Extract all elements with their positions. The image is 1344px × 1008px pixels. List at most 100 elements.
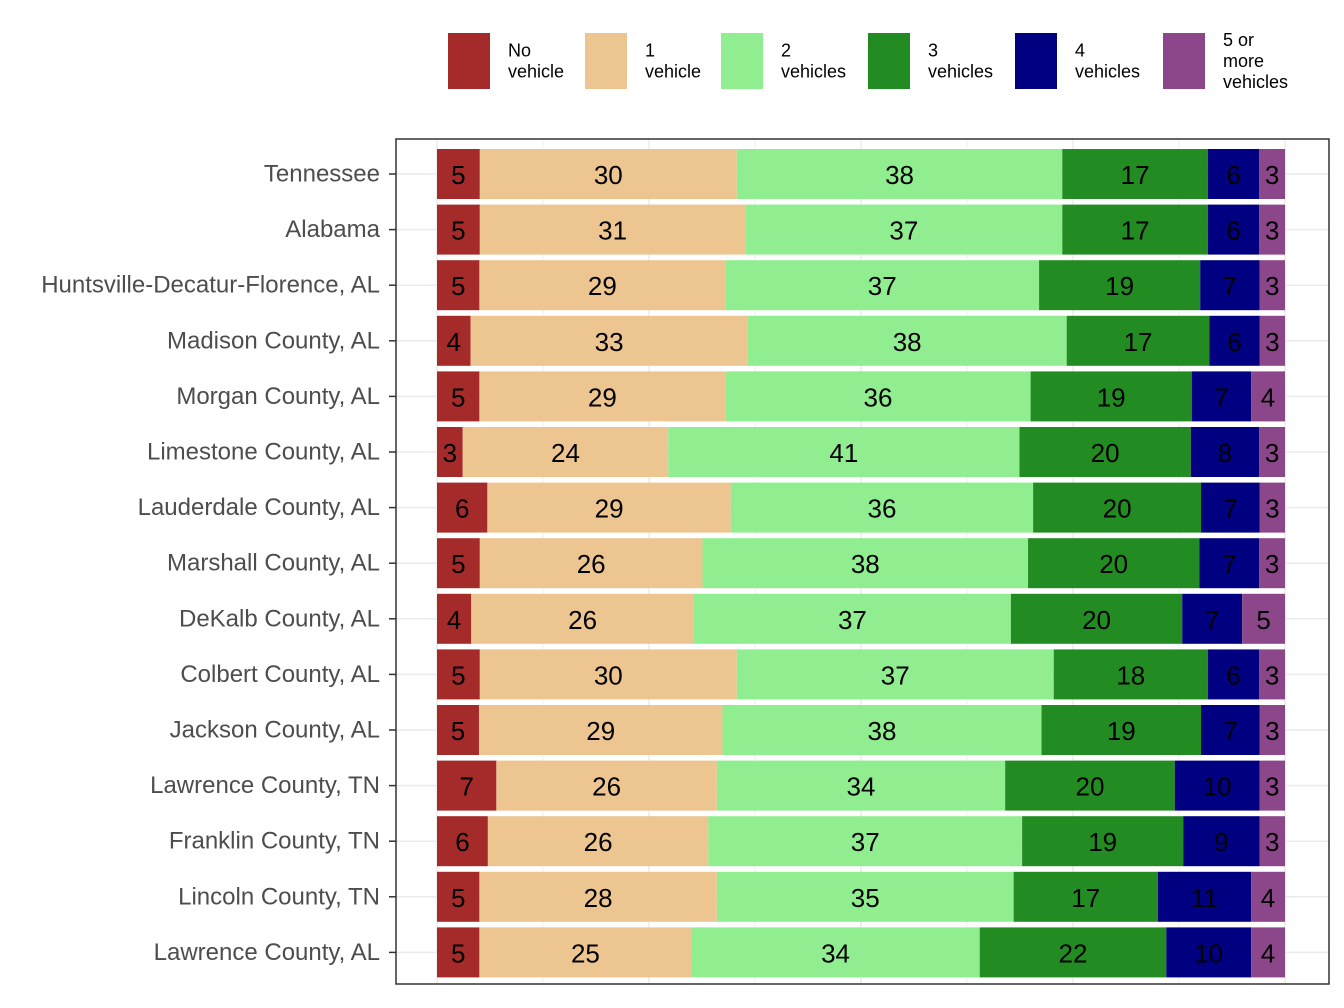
bar-segment-5-or-more-vehicles [1251, 871, 1285, 922]
data-label: 3 [1265, 494, 1279, 524]
data-label: 7 [459, 772, 473, 802]
bar-segment-3-vehicles [1062, 149, 1208, 199]
data-label: 19 [1107, 716, 1136, 746]
data-label: 17 [1121, 160, 1150, 190]
data-label: 26 [592, 772, 621, 802]
bar-segment-1-vehicle [471, 593, 694, 644]
data-label: 6 [455, 827, 469, 857]
bar-segment-3-vehicles [1022, 816, 1184, 867]
bar-segment-5-or-more-vehicles [1259, 149, 1285, 199]
data-label: 36 [868, 494, 897, 524]
bar-segment-3-vehicles [1005, 760, 1175, 811]
bar-segment-no-vehicle [437, 149, 480, 199]
data-label: 41 [829, 438, 858, 468]
bar-segment-5-or-more-vehicles [1242, 593, 1285, 644]
y-axis-label-lauderdale-county-al: Lauderdale County, AL [138, 494, 380, 521]
bar-segment-2-vehicles [716, 871, 1014, 922]
bar-segment-5-or-more-vehicles [1259, 816, 1285, 867]
legend-label-no-vehicle: No vehicle [508, 41, 564, 82]
y-axis-label-lawrence-county-tn: Lawrence County, TN [150, 772, 380, 799]
bar-segment-5-or-more-vehicles [1259, 705, 1285, 755]
bar-segment-1-vehicle [470, 315, 748, 366]
data-label: 11 [1191, 883, 1218, 913]
legend-key-5-or-more-vehicles [1163, 33, 1205, 89]
bar-segment-3-vehicles [979, 927, 1167, 978]
data-label: 22 [1059, 938, 1088, 968]
data-label: 20 [1082, 605, 1111, 635]
bar-segment-2-vehicles [702, 538, 1029, 589]
legend-label-5-or-more-vehicles: 5 or more vehicles [1223, 30, 1288, 92]
data-label: 37 [889, 216, 918, 246]
data-label: 3 [1265, 327, 1279, 357]
bar-segment-1-vehicle [487, 816, 709, 867]
bar-segment-no-vehicle [437, 649, 480, 700]
data-label: 26 [584, 827, 613, 857]
data-label: 25 [571, 938, 600, 968]
bar-segment-4-vehicles [1207, 204, 1260, 255]
value-labels: 5 30 38 17 6 35 31 37 17 6 35 29 37 19 7 34 33 38 17 6 35 29 3… [443, 160, 1280, 968]
data-label: 5 [451, 883, 465, 913]
bar-segment-no-vehicle [437, 260, 480, 311]
data-label: 6 [1226, 660, 1240, 690]
bar-segment-1-vehicle [479, 371, 726, 422]
data-label: 3 [1265, 549, 1279, 579]
y-axis-label-huntsville-decatur-florence-al: Huntsville-Decatur-Florence, AL [41, 272, 380, 299]
data-label: 28 [584, 883, 613, 913]
data-label: 5 [451, 382, 465, 412]
data-label: 34 [847, 772, 876, 802]
bar-segment-1-vehicle [479, 927, 692, 978]
bar-segment-no-vehicle [437, 315, 471, 366]
legend-label-1-vehicle: 1 vehicle [645, 41, 701, 82]
y-axis: Tennessee Alabama Huntsville-Decatur-Flore… [41, 161, 396, 966]
data-label: 26 [577, 549, 606, 579]
data-label: 18 [1116, 660, 1145, 690]
data-label: 31 [598, 216, 627, 246]
legend-key-2-vehicles [721, 33, 763, 89]
data-label: 38 [868, 716, 897, 746]
data-label: 4 [1261, 883, 1275, 913]
data-label: 37 [851, 827, 880, 857]
legend: No vehicle 1 vehicle 2 vehicles 3 vehicles 4 vehi… [448, 30, 1288, 92]
data-label: 4 [1261, 382, 1275, 412]
data-label: 38 [885, 160, 914, 190]
data-label: 17 [1124, 327, 1153, 357]
data-label: 5 [451, 216, 465, 246]
data-label: 38 [893, 327, 922, 357]
bar-segment-no-vehicle [437, 927, 480, 978]
legend-label-2-vehicles: 2 vehicles [781, 41, 846, 82]
data-label: 19 [1097, 382, 1126, 412]
bar-segment-5-or-more-vehicles [1259, 649, 1285, 700]
bar-segment-4-vehicles [1207, 649, 1260, 700]
bar-segment-1-vehicle [478, 705, 723, 755]
bar-segment-4-vehicles [1174, 760, 1260, 811]
data-label: 5 [1256, 605, 1270, 635]
data-label: 34 [821, 938, 850, 968]
bar-segment-3-vehicles [1013, 871, 1158, 922]
data-label: 5 [451, 549, 465, 579]
y-axis-label-lawrence-county-al: Lawrence County, AL [154, 939, 380, 966]
data-label: 26 [568, 605, 597, 635]
bar-segment-4-vehicles [1201, 482, 1260, 533]
data-label: 3 [1265, 271, 1279, 301]
data-label: 5 [451, 271, 465, 301]
bar-segment-2-vehicles [736, 649, 1054, 700]
bar-segment-5-or-more-vehicles [1259, 482, 1285, 533]
bar-segment-3-vehicles [1066, 315, 1210, 366]
bar-segment-1-vehicle [487, 482, 731, 533]
bar-segment-3-vehicles [1030, 371, 1192, 422]
bar-segment-2-vehicles [668, 427, 1020, 477]
data-label: 5 [451, 938, 465, 968]
bar-segment-1-vehicle [462, 427, 669, 477]
data-label: 10 [1203, 772, 1232, 802]
bar-segment-2-vehicles [745, 204, 1063, 255]
bar-segment-2-vehicles [730, 482, 1034, 533]
bar-segment-no-vehicle [437, 593, 472, 644]
bar-segment-5-or-more-vehicles [1259, 538, 1285, 589]
data-label: 37 [838, 605, 867, 635]
data-label: 20 [1091, 438, 1120, 468]
bar-segment-4-vehicles [1201, 705, 1260, 755]
data-label: 7 [1205, 605, 1219, 635]
bar-segment-3-vehicles [1039, 260, 1201, 311]
y-axis-label-franklin-county-tn: Franklin County, TN [169, 828, 380, 855]
bar-segment-no-vehicle [437, 816, 488, 867]
